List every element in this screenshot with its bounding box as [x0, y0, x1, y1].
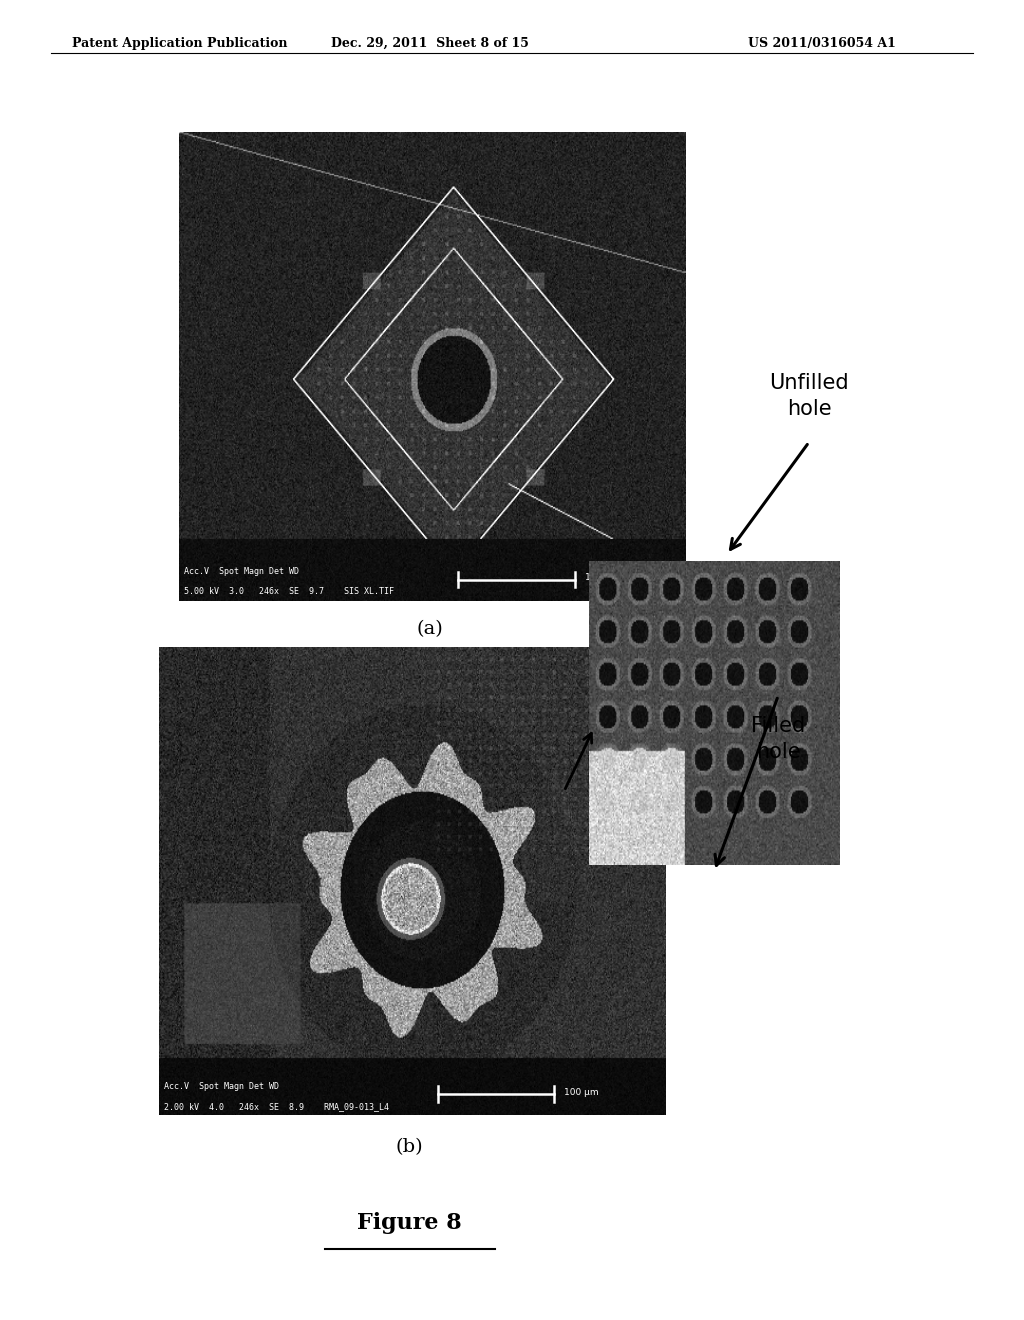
Text: 100 μm: 100 μm: [564, 1088, 599, 1097]
Text: Patent Application Publication: Patent Application Publication: [72, 37, 287, 50]
Text: (a): (a): [417, 620, 443, 639]
Text: Acc.V  Spot Magn Det WD: Acc.V Spot Magn Det WD: [164, 1082, 279, 1092]
Text: Dec. 29, 2011  Sheet 8 of 15: Dec. 29, 2011 Sheet 8 of 15: [331, 37, 529, 50]
Text: 100 μm: 100 μm: [585, 573, 620, 582]
Text: (b): (b): [396, 1138, 423, 1156]
Text: Unfilled
hole: Unfilled hole: [769, 372, 849, 420]
Text: Figure 8: Figure 8: [357, 1212, 462, 1234]
Text: 5.00 kV  3.0   246x  SE  9.7    SIS XL.TIF: 5.00 kV 3.0 246x SE 9.7 SIS XL.TIF: [184, 587, 394, 595]
Text: Acc.V  Spot Magn Det WD: Acc.V Spot Magn Det WD: [184, 568, 299, 577]
Text: Filled
hole: Filled hole: [752, 715, 805, 763]
Text: 2.00 kV  4.0   246x  SE  8.9    RMA_09-013_L4: 2.00 kV 4.0 246x SE 8.9 RMA_09-013_L4: [164, 1102, 389, 1110]
Text: US 2011/0316054 A1: US 2011/0316054 A1: [748, 37, 895, 50]
